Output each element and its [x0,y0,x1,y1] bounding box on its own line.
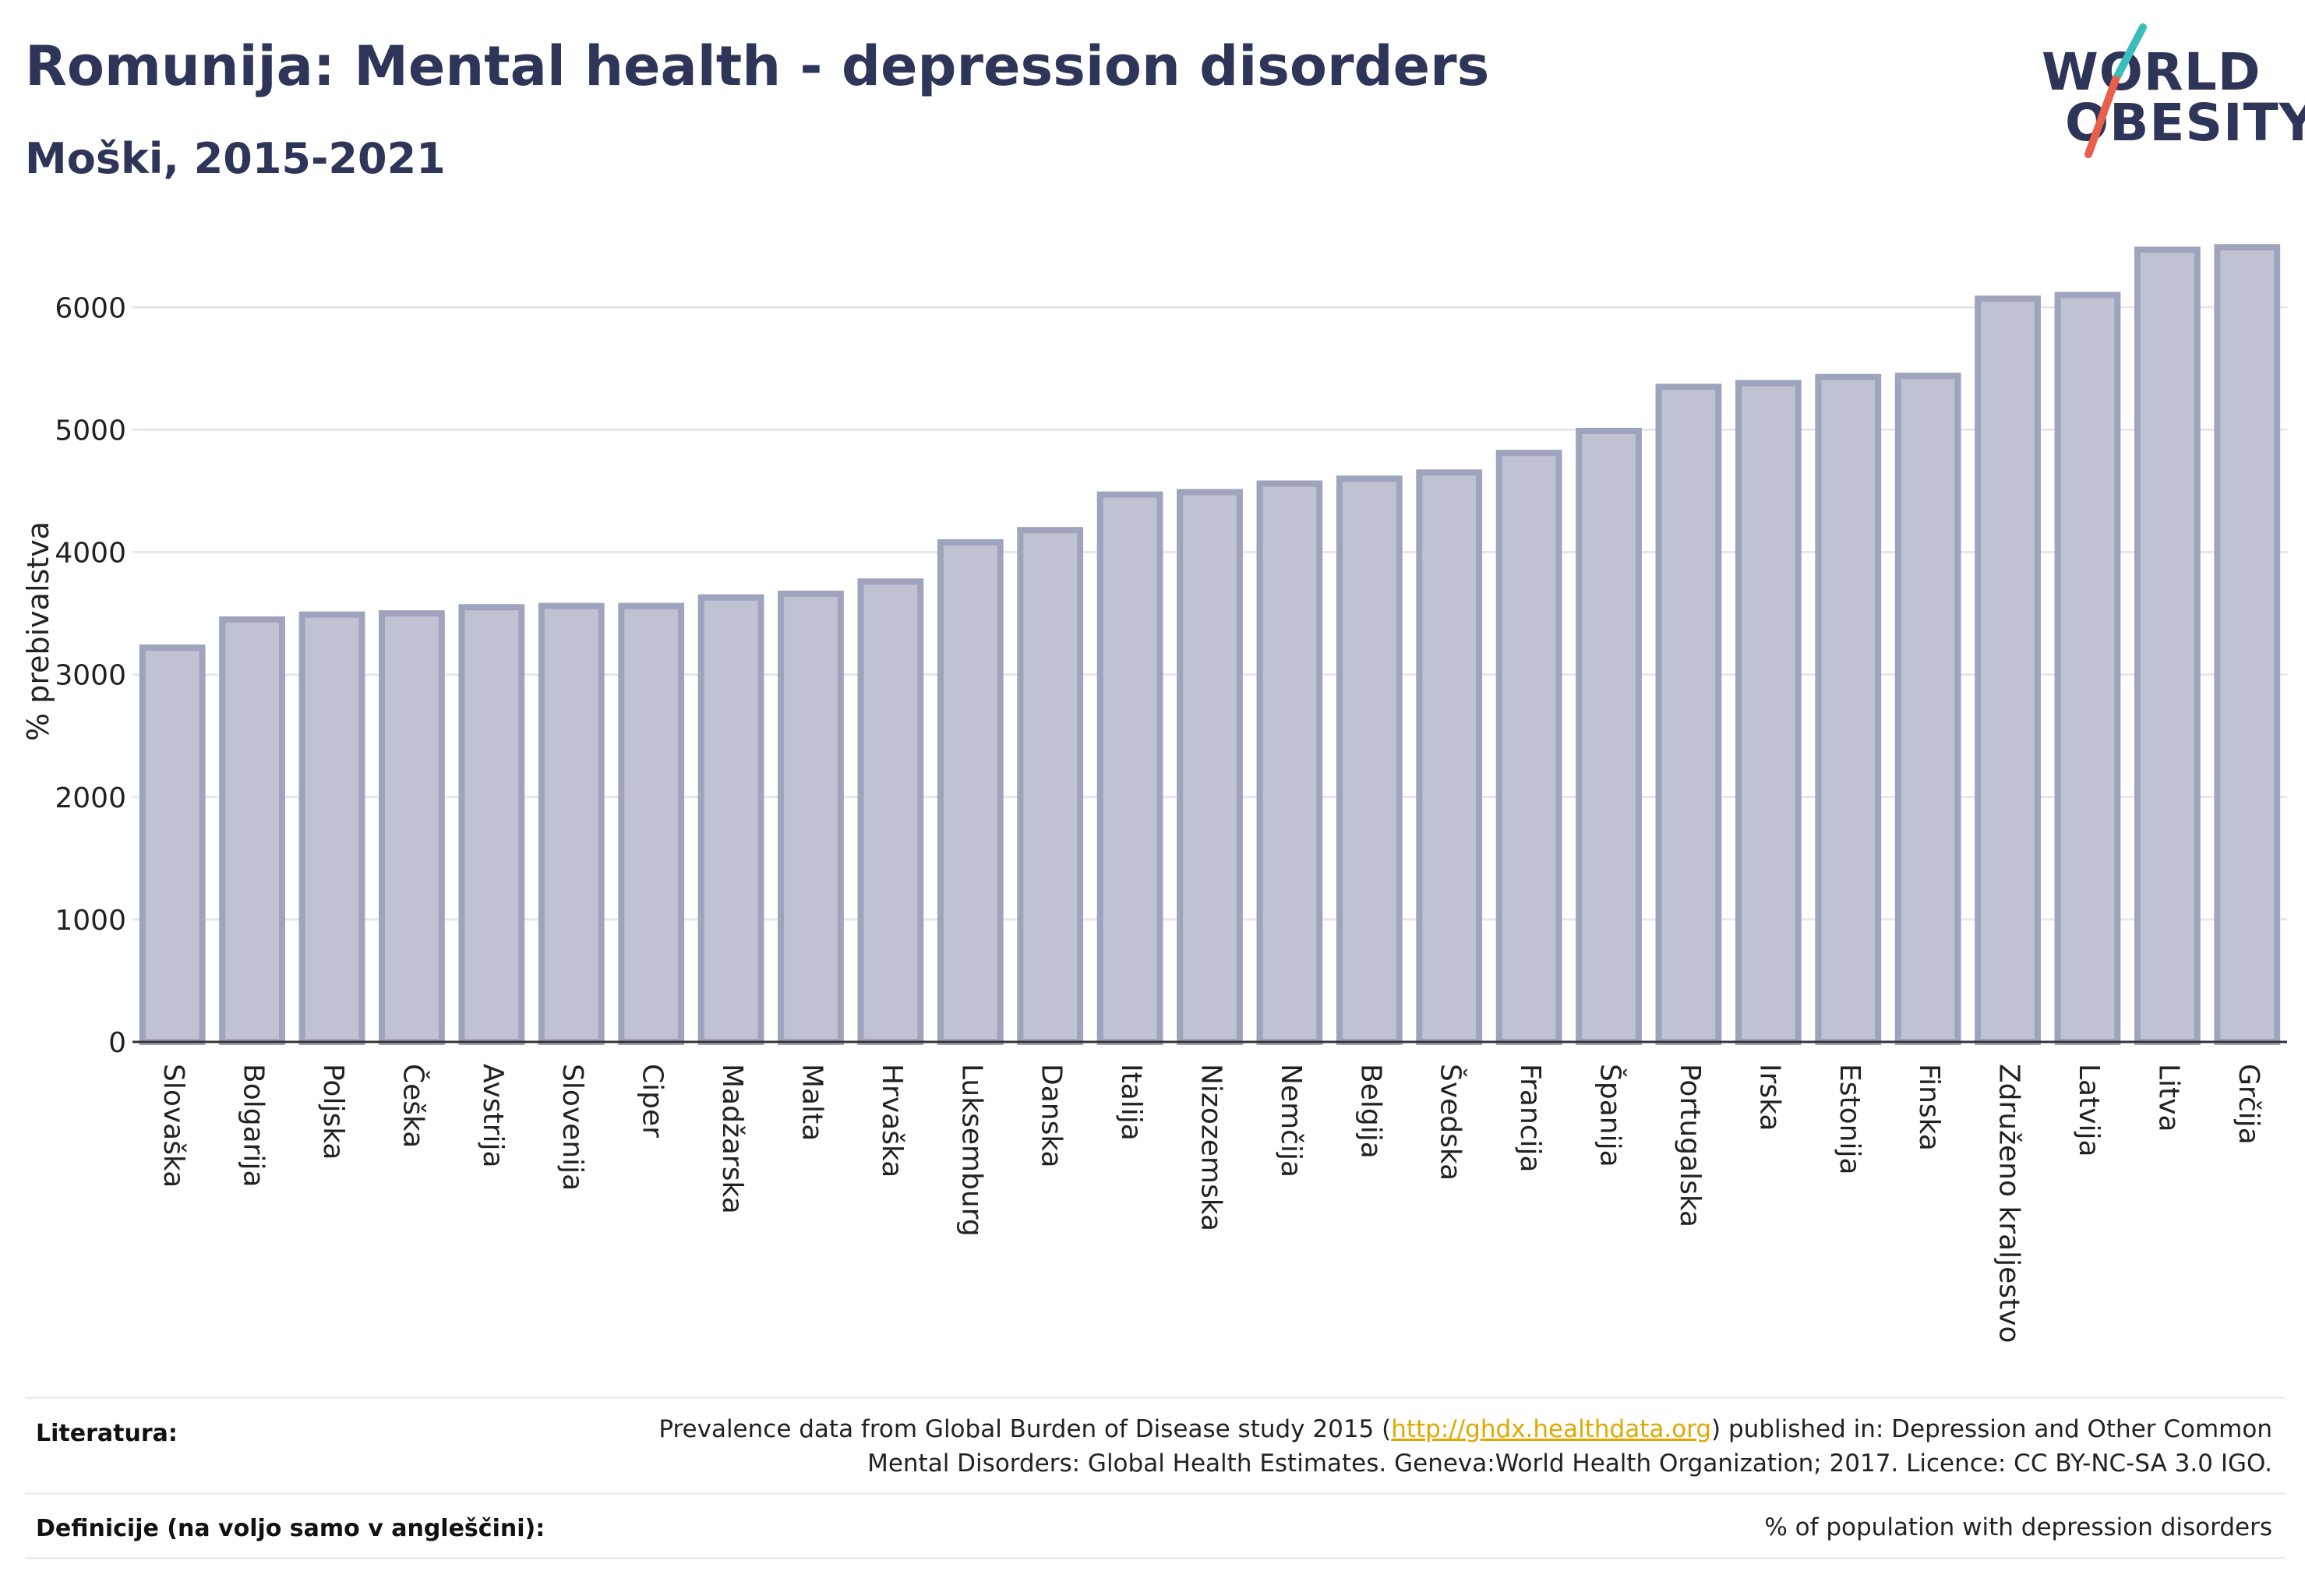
x-tick-label: Grčija [2233,1064,2264,1145]
x-tick-label: Slovaška [157,1064,189,1188]
bar [697,594,764,1045]
bar [458,604,525,1045]
bar [937,538,1004,1045]
x-tick-label: Latvija [2073,1064,2105,1157]
bar [219,616,286,1045]
bar [1975,295,2041,1045]
x-tick-label: Ciper [637,1064,669,1138]
bar [538,602,605,1045]
literature-text-1a: Prevalence data from Global Burden of Di… [658,1415,1392,1443]
bar [1655,383,1722,1046]
y-tick-label: 5000 [55,415,126,447]
literature-text-1b: ) published in: Depression and Other Com… [1711,1415,2272,1443]
definitions-text: % of population with depression disorder… [1764,1513,2272,1541]
y-tick-label: 2000 [55,782,126,814]
literature-label: Literatura: [36,1420,178,1447]
x-tick-label: Danska [1036,1064,1068,1168]
bar-chart: 0 1000 2000 3000 4000 5000 6000 Slovaška Bolgar… [21,244,2287,1344]
bar [1495,450,1562,1045]
y-tick-label: 4000 [55,538,126,570]
bar [2214,244,2281,1045]
x-tick-label: Italija [1115,1064,1147,1141]
logo-slash-icon [2084,23,2147,158]
bar [1256,480,1323,1045]
x-tick-label: Španija [1594,1064,1627,1167]
bar [1336,475,1403,1045]
bar [379,610,445,1045]
y-axis-ticks: 0 1000 2000 3000 4000 5000 6000 [55,292,126,1059]
x-tick-label: Finska [1913,1064,1945,1151]
x-tick-label: Luksemburg [955,1064,987,1237]
x-tick-label: Češka [397,1064,429,1148]
bar [618,602,685,1045]
y-tick-label: 3000 [55,660,126,692]
bar [1017,527,1084,1045]
y-axis-label: % prebivalstva [21,521,55,741]
y-tick-label: 0 [108,1027,126,1059]
footer-divider-top [25,1396,2285,1399]
x-tick-label: Francija [1514,1064,1546,1173]
y-tick-label: 1000 [55,905,126,937]
literature-text-2: Mental Disorders: Global Health Estimate… [867,1449,2272,1478]
world-obesity-logo: WORLD OBESITY [2034,23,2305,164]
bar [1096,491,1163,1045]
bar [139,644,206,1045]
footer-divider-middle [25,1492,2285,1495]
bar [1416,469,1483,1045]
bar [298,611,365,1045]
chart-subtitle: Moški, 2015-2021 [25,134,446,183]
bar [778,590,844,1045]
x-tick-label: Belgija [1354,1064,1386,1159]
x-tick-label: Irska [1753,1064,1785,1131]
x-tick-label: Poljska [317,1064,349,1160]
x-tick-label: Bolgarija [238,1064,270,1188]
x-tick-label: Avstrija [477,1064,509,1168]
x-tick-label: Estonija [1834,1064,1866,1175]
x-tick-label: Slovenija [556,1064,588,1191]
x-axis-labels: Slovaška Bolgarija Poljska Češka Avstrija Slo… [157,1064,2264,1344]
x-tick-label: Madžarska [716,1064,748,1214]
x-tick-label: Švedska [1435,1064,1467,1181]
definitions-label: Definicije (na voljo samo v angleščini): [36,1515,545,1542]
bar [1177,489,1243,1045]
bar [2134,246,2201,1045]
y-tick-label: 6000 [55,292,126,324]
x-tick-label: Nizozemska [1195,1064,1227,1231]
footer-divider-bottom [25,1557,2285,1559]
bar [1815,373,1882,1045]
x-tick-label: Malta [796,1064,828,1141]
x-tick-label: Nemčija [1275,1064,1307,1178]
bars [139,244,2281,1046]
x-tick-label: Hrvaška [876,1064,908,1178]
literature-text: Prevalence data from Global Burden of Di… [658,1412,2272,1481]
bar [857,578,924,1045]
bar [1735,380,1802,1045]
bar [2054,291,2121,1045]
logo-line1: WORLD [2042,42,2261,102]
x-tick-label: Združeno kraljestvo [1993,1064,2025,1344]
x-tick-label: Portugalska [1674,1064,1706,1227]
bar [1576,427,1642,1045]
chart-title: Romunija: Mental health - depression dis… [25,34,1490,98]
x-tick-label: Litva [2152,1064,2184,1132]
literature-link[interactable]: http://ghdx.healthdata.org [1391,1415,1712,1443]
bar [1894,373,1961,1045]
